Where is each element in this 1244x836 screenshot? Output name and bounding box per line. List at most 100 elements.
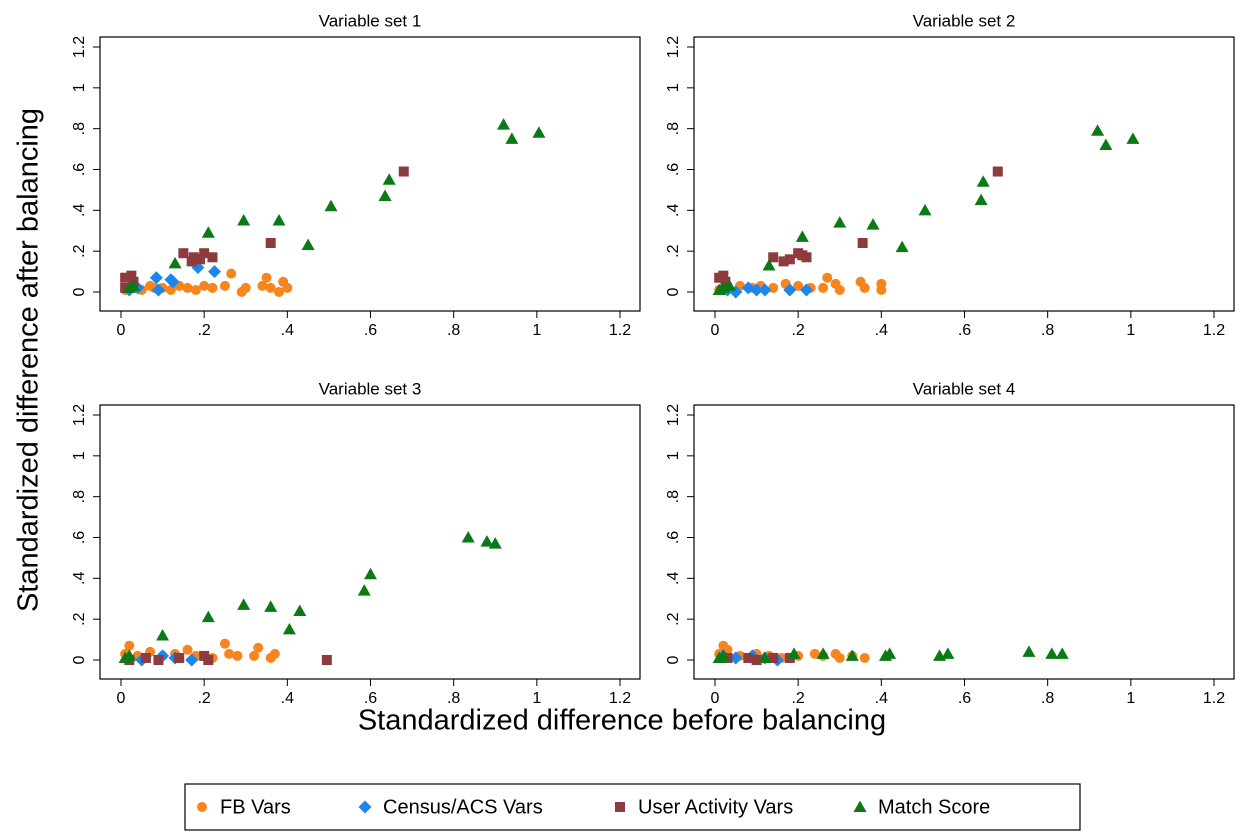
data-point [208, 265, 222, 279]
data-point [883, 647, 897, 659]
y-tick-label: .2 [665, 612, 682, 625]
data-point [801, 252, 812, 263]
x-tick-label: .2 [197, 322, 210, 339]
y-tick-label: .8 [665, 122, 682, 135]
x-tick-label: .4 [875, 322, 888, 339]
x-tick-label: .6 [364, 690, 377, 707]
data-point [153, 655, 164, 665]
data-point [751, 655, 762, 665]
x-tick-label: 0 [117, 322, 126, 339]
data-point [758, 283, 772, 297]
data-point [480, 535, 494, 547]
legend-marker [358, 800, 372, 814]
y-tick-label: .8 [71, 490, 88, 503]
data-point [787, 647, 801, 659]
data-point [174, 652, 185, 663]
legend-marker [853, 800, 867, 812]
y-tick-label: 1.2 [665, 404, 682, 426]
data-point [207, 252, 218, 263]
data-point [743, 652, 754, 663]
legend-box [184, 783, 1081, 831]
x-tick-label: .6 [958, 690, 971, 707]
legend-marker [197, 802, 207, 812]
x-tick-label: 1.2 [1203, 690, 1225, 707]
y-tick-label: 1.2 [71, 404, 88, 426]
data-point [799, 283, 813, 297]
data-point [272, 214, 286, 226]
data-point [488, 537, 502, 549]
legend-marker [615, 802, 625, 812]
panel-title: Variable set 2 [913, 11, 1016, 30]
y-tick-label: .4 [71, 572, 88, 585]
y-tick-label: .6 [71, 163, 88, 176]
data-point [357, 584, 371, 596]
data-point [207, 282, 218, 293]
data-point [282, 282, 293, 293]
data-point [762, 258, 776, 271]
data-point [918, 203, 932, 216]
data-point [398, 166, 409, 177]
data-point [720, 276, 731, 287]
x-tick-label: .2 [791, 322, 804, 339]
y-tick-label: 1 [665, 83, 682, 92]
data-point [718, 270, 729, 281]
y-tick-label: .2 [71, 244, 88, 257]
data-point [1091, 124, 1105, 136]
legend-label: Census/ACS Vars [383, 796, 543, 818]
data-point [1099, 138, 1113, 150]
y-tick-label: 0 [71, 287, 88, 296]
legend-label: Match Score [878, 796, 990, 818]
y-tick-label: .6 [71, 531, 88, 544]
data-point [833, 216, 847, 228]
data-point [723, 279, 737, 291]
data-point [149, 271, 163, 285]
data-point [729, 651, 743, 665]
data-point [240, 282, 251, 293]
data-point [274, 287, 285, 297]
data-point [895, 240, 909, 253]
legend-label: User Activity Vars [638, 796, 793, 818]
x-tick-label: .4 [281, 690, 294, 707]
data-point [1055, 647, 1069, 659]
data-point [199, 248, 210, 259]
x-tick-label: .8 [447, 322, 460, 339]
data-point [168, 256, 182, 269]
x-tick-label: 1.2 [1203, 322, 1225, 339]
data-point [264, 600, 278, 612]
data-point [505, 132, 519, 144]
data-point [140, 652, 151, 663]
y-tick-label: 1.2 [71, 36, 88, 58]
data-point [226, 268, 237, 279]
data-point [976, 175, 990, 187]
y-tick-label: .2 [665, 244, 682, 257]
data-point [974, 193, 988, 206]
legend-label: FB Vars [220, 796, 291, 818]
data-point [809, 648, 820, 659]
data-point [818, 282, 829, 293]
data-point [1022, 645, 1036, 657]
plot-frame [99, 36, 641, 312]
data-point [201, 610, 215, 623]
y-tick-label: 0 [665, 287, 682, 296]
y-tick-label: 0 [71, 655, 88, 664]
data-point [716, 649, 730, 661]
data-point [120, 272, 131, 283]
data-point [126, 279, 140, 291]
data-point [378, 189, 392, 202]
x-tick-label: 1 [532, 322, 541, 339]
data-point [816, 647, 830, 659]
data-point [293, 604, 307, 616]
data-point [237, 598, 251, 610]
data-point [156, 629, 170, 641]
data-point [257, 280, 268, 291]
data-point [795, 230, 809, 242]
data-point [265, 238, 276, 248]
data-point [199, 280, 210, 291]
data-point [364, 567, 377, 580]
data-point [783, 283, 797, 297]
x-tick-label: .8 [447, 690, 460, 707]
data-point [253, 642, 264, 653]
x-tick-label: 1.2 [609, 690, 631, 707]
data-point [822, 272, 833, 283]
